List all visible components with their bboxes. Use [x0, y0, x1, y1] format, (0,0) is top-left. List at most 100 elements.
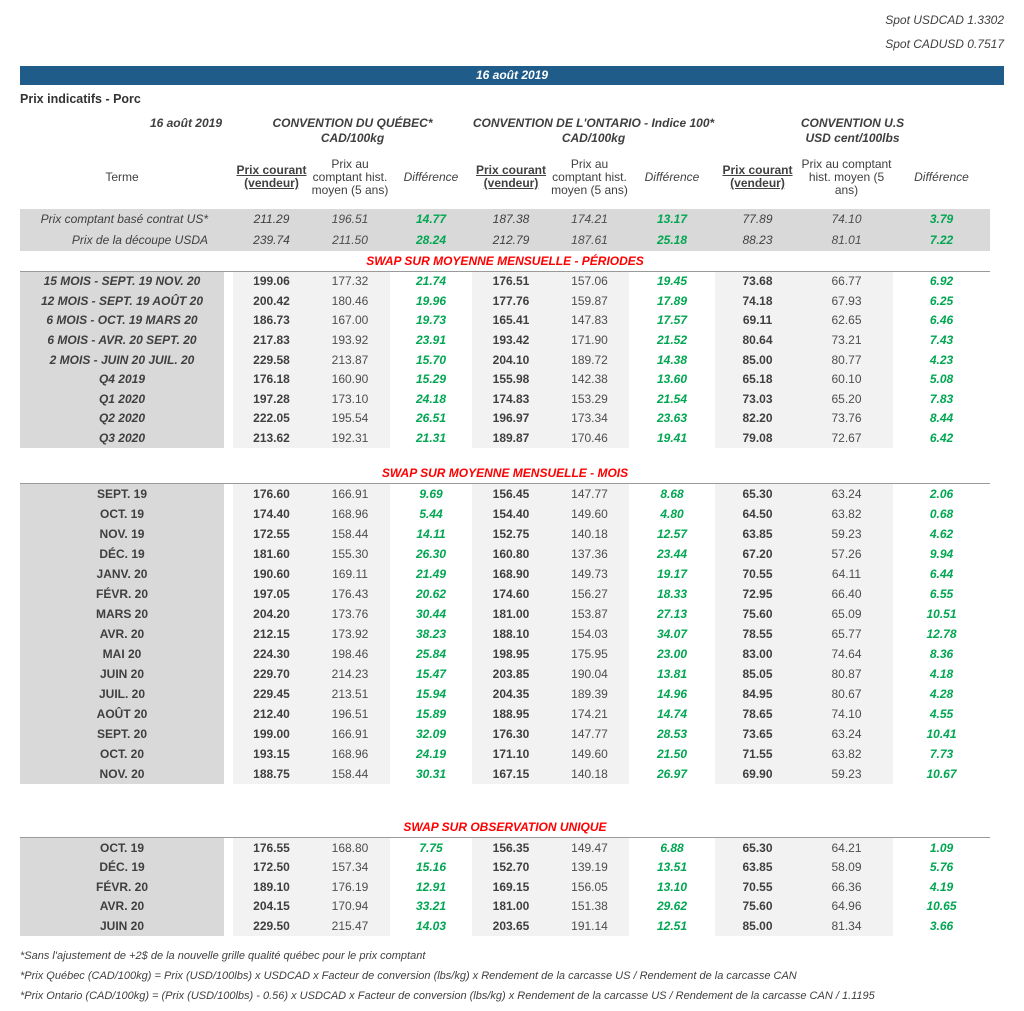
on-diff-value: 25.18	[629, 230, 715, 251]
term-label: OCT. 19	[20, 838, 224, 858]
footnote-quality-grid: *Sans l'ajustement de +2$ de la nouvelle…	[20, 950, 426, 963]
us-courant-value: 72.95	[715, 584, 800, 605]
table-row: AVR. 20 212.15 173.92 38.23 188.10 154.03 34.0…	[20, 624, 990, 645]
spot-cadusd-value: 0.7517	[967, 37, 1004, 51]
qc-hist-value: 168.96	[310, 504, 390, 525]
us-hist-value: 81.01	[800, 230, 893, 251]
us-diff-value: 1.09	[893, 838, 990, 858]
on-diff-value: 21.50	[629, 744, 715, 765]
us-hist-value: 66.40	[800, 584, 893, 605]
us-courant-value: 79.08	[715, 428, 800, 449]
qc-courant-value: 181.60	[233, 544, 310, 565]
spacer	[224, 624, 233, 644]
spacer	[224, 115, 233, 131]
us-hist-header: Prix au comptant hist. moyen (5 ans)	[801, 156, 892, 197]
us-courant-value: 74.18	[715, 291, 800, 312]
us-diff-value: 4.62	[893, 524, 990, 545]
qc-diff-value: 15.47	[390, 664, 472, 685]
qc-courant-value: 193.15	[233, 744, 310, 765]
qc-hist-value: 176.19	[310, 877, 390, 898]
table-row: SEPT. 19 176.60 166.91 9.69 156.45 147.77 8.68…	[20, 484, 990, 505]
on-diff-value: 13.10	[629, 877, 715, 898]
us-hist-value: 64.21	[800, 838, 893, 858]
on-courant-value: 154.40	[472, 504, 550, 525]
us-courant-value: 85.05	[715, 664, 800, 685]
on-hist-header: Prix au comptant hist. moyen (5 ans)	[551, 156, 628, 197]
qc-courant-value: 189.10	[233, 877, 310, 898]
on-courant-value: 188.95	[472, 704, 550, 725]
on-courant-value: 152.70	[472, 857, 550, 878]
on-hist-value: 137.36	[550, 544, 629, 565]
qc-courant-value: 188.75	[233, 764, 310, 785]
spacer	[224, 292, 233, 312]
on-courant-value: 176.51	[472, 272, 550, 292]
qc-hist-value: 213.87	[310, 350, 390, 370]
qc-courant-value: 229.45	[233, 684, 310, 705]
us-courant-value: 63.85	[715, 524, 800, 545]
on-hist-value: 189.39	[550, 684, 629, 705]
us-courant-value: 88.23	[715, 230, 800, 251]
on-diff-value: 28.53	[629, 724, 715, 745]
us-diff-value: 4.55	[893, 704, 990, 725]
swap-sections: SWAP SUR MOYENNE MENSUELLE - PÉRIODES 15 …	[20, 254, 1024, 937]
on-hist-value: 187.61	[550, 230, 629, 251]
on-hist-value: 154.03	[550, 624, 629, 645]
on-diff-value: 13.60	[629, 369, 715, 390]
us-diff-value: 4.28	[893, 684, 990, 705]
spot-price-rows: Prix comptant basé contrat US* 211.29 196.…	[20, 209, 1024, 251]
spacer	[224, 724, 233, 744]
on-diff-value: 21.52	[629, 330, 715, 351]
qc-courant-value: 200.42	[233, 291, 310, 312]
section-title: SWAP SUR OBSERVATION UNIQUE	[20, 820, 990, 839]
on-courant-value: 187.38	[472, 209, 550, 230]
qc-hist-value: 173.92	[310, 624, 390, 645]
table-row: JUIN 20 229.50 215.47 14.03 203.65 191.14 12.5…	[20, 916, 990, 937]
ontario-unit: CAD/100kg	[561, 131, 626, 145]
term-label: NOV. 20	[20, 764, 224, 785]
table-row: 15 MOIS - SEPT. 19 NOV. 20 199.06 177.32 21…	[20, 272, 990, 292]
on-hist-value: 156.27	[550, 584, 629, 605]
term-label: FÉVR. 20	[20, 877, 224, 898]
qc-hist-value: 166.91	[310, 484, 390, 505]
term-label: MAI 20	[20, 644, 224, 665]
on-hist-value: 174.21	[550, 704, 629, 725]
qc-diff-value: 14.77	[390, 209, 472, 230]
us-diff-value: 4.18	[893, 664, 990, 685]
on-hist-value: 170.46	[550, 428, 629, 449]
qc-diff-value: 20.62	[390, 584, 472, 605]
term-label: JUIL. 20	[20, 684, 224, 705]
us-hist-value: 72.67	[800, 428, 893, 449]
on-diff-value: 23.00	[629, 644, 715, 665]
us-diff-value: 7.22	[893, 230, 990, 251]
spacer	[224, 704, 233, 724]
qc-courant-value: 176.18	[233, 369, 310, 390]
us-hist-value: 59.23	[800, 764, 893, 785]
qc-hist-value: 198.46	[310, 644, 390, 665]
table-row: Q1 2020 197.28 173.10 24.18 174.83 153.29 21.5…	[20, 389, 990, 410]
us-hist-value: 57.26	[800, 544, 893, 565]
on-hist-value: 173.34	[550, 409, 629, 429]
us-hist-value: 63.82	[800, 744, 893, 765]
on-diff-value: 4.80	[629, 504, 715, 525]
us-hist-value: 58.09	[800, 857, 893, 878]
us-diff-value: 4.23	[893, 350, 990, 370]
us-hist-value: 81.34	[800, 916, 893, 937]
qc-diff-value: 26.51	[390, 409, 472, 429]
on-diff-value: 29.62	[629, 897, 715, 917]
on-hist-value: 149.60	[550, 504, 629, 525]
us-diff-value: 6.25	[893, 291, 990, 312]
us-diff-value: 7.83	[893, 389, 990, 410]
term-label: AVR. 20	[20, 624, 224, 645]
qc-diff-value: 24.18	[390, 389, 472, 410]
price-report-page: Spot USDCAD 1.3302 Spot CADUSD 0.7517 16…	[0, 8, 1024, 1006]
qc-hist-value: 170.94	[310, 897, 390, 917]
qc-courant-value: 176.55	[233, 838, 310, 858]
qc-diff-value: 12.91	[390, 877, 472, 898]
date-banner: 16 août 2019	[20, 66, 1004, 85]
us-diff-value: 0.68	[893, 504, 990, 525]
us-courant-value: 80.64	[715, 330, 800, 351]
us-courant-value: 77.89	[715, 209, 800, 230]
table-row: OCT. 19 176.55 168.80 7.75 156.35 149.47 6.88 6…	[20, 838, 990, 858]
on-diff-value: 26.97	[629, 764, 715, 785]
qc-courant-value: 213.62	[233, 428, 310, 449]
